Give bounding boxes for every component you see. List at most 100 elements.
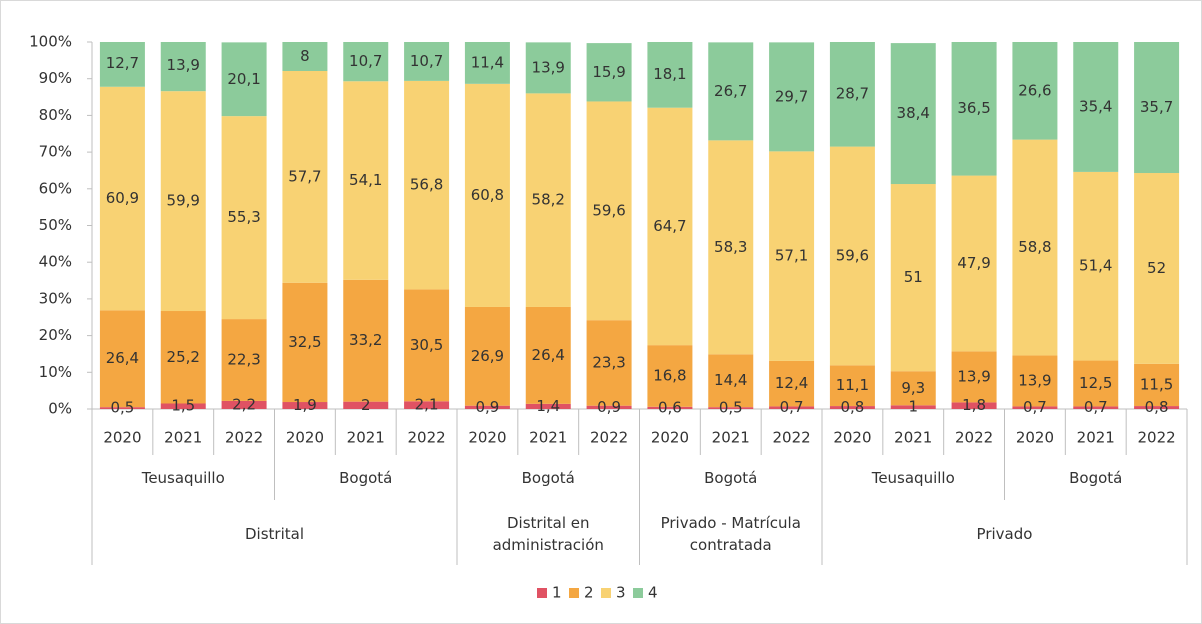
value-label: 13,9 [532,58,565,76]
bar-segment [769,406,815,409]
bar-segment [464,306,510,406]
bar-segment [282,42,328,71]
bar-segment [221,400,267,409]
value-label: 0,5 [110,399,134,417]
bar-segment [586,43,632,102]
value-label: 26,4 [532,346,565,364]
bar-segment [525,403,571,409]
value-label: 23,3 [592,353,625,371]
value-label: 20,1 [227,70,260,88]
bar-segment [951,42,997,176]
x-tick-label: 2020 [1016,429,1054,447]
bar-segment [1134,173,1180,364]
value-label: 55,3 [227,208,260,226]
x-tick-label: 2020 [651,429,689,447]
bar-segment [343,279,389,402]
value-label: 64,7 [653,217,686,235]
legend-swatch [569,588,579,598]
bar-segment [1134,406,1180,409]
bar-segment [343,42,389,82]
bar-segment [1012,139,1058,356]
bar-segment [525,306,571,404]
value-label: 14,4 [714,371,747,389]
group-label: Distrital [245,525,304,543]
value-label: 56,8 [410,176,443,194]
value-label: 0,5 [719,399,743,417]
value-label: 13,9 [1018,371,1051,389]
bar-segment [282,70,328,283]
bar-segment [282,282,328,403]
bar-segment [829,406,875,409]
value-label: 2,2 [232,395,256,413]
value-label: 30,5 [410,336,443,354]
legend-swatch [601,588,611,598]
bar-segment [160,42,206,92]
group-label: Bogotá [1069,469,1123,487]
x-tick-label: 2020 [103,429,141,447]
value-label: 29,7 [775,87,808,105]
value-label: 58,8 [1018,238,1051,256]
value-label: 54,1 [349,171,382,189]
value-label: 8 [300,47,310,65]
bar-segment [282,402,328,409]
value-label: 16,8 [653,366,686,384]
bar-segment [951,351,997,403]
bar-segment [1073,360,1119,407]
legend-label: 4 [648,584,658,602]
value-label: 1,8 [962,396,986,414]
value-label: 2,1 [415,396,439,414]
value-label: 13,9 [957,367,990,385]
bar-segment [525,93,571,307]
bar-segment [160,91,206,312]
bar-segment [890,184,936,372]
value-label: 2 [361,396,371,414]
value-label: 58,3 [714,238,747,256]
value-label: 10,7 [349,52,382,70]
bar-segment [404,289,450,402]
y-tick-label: 20% [39,326,72,344]
y-tick-label: 80% [39,106,72,124]
legend-label: 1 [552,584,562,602]
bar-segment [1134,363,1180,407]
group-label: Privado [976,525,1033,543]
y-tick-label: 30% [39,289,72,307]
x-tick-label: 2021 [347,429,385,447]
bar-segment [221,116,267,320]
legend-label: 2 [584,584,594,602]
value-label: 32,5 [288,333,321,351]
bar-segment [404,42,450,81]
value-label: 26,6 [1018,81,1051,99]
value-label: 47,9 [957,254,990,272]
bar-segment [343,81,389,280]
value-label: 26,4 [106,349,139,367]
value-label: 11,4 [471,53,504,71]
value-label: 9,3 [901,379,925,397]
bar-segment [221,319,267,401]
value-label: 57,7 [288,167,321,185]
x-tick-label: 2020 [833,429,871,447]
value-label: 59,6 [592,201,625,219]
value-label: 0,8 [840,398,864,416]
bar-segment [647,42,693,108]
group-label: Teusaquillo [141,469,225,487]
value-label: 0,8 [1145,398,1169,416]
bar-segment [1012,355,1058,407]
value-label: 25,2 [167,348,200,366]
value-label: 10,7 [410,52,443,70]
group-label: Privado - Matrícula contratada [660,514,801,554]
group-label: Distrital en administración [492,514,604,554]
y-tick-label: 60% [39,179,72,197]
x-tick-label: 2022 [955,429,993,447]
value-label: 26,9 [471,347,504,365]
group-label: Bogotá [704,469,758,487]
bar-segment [708,354,754,408]
value-label: 26,7 [714,82,747,100]
legend-label: 3 [616,584,626,602]
group-label: Bogotá [339,469,393,487]
bar-segment [647,406,693,409]
y-tick-label: 0% [48,400,72,418]
x-tick-label: 2021 [1077,429,1115,447]
x-tick-label: 2020 [468,429,506,447]
